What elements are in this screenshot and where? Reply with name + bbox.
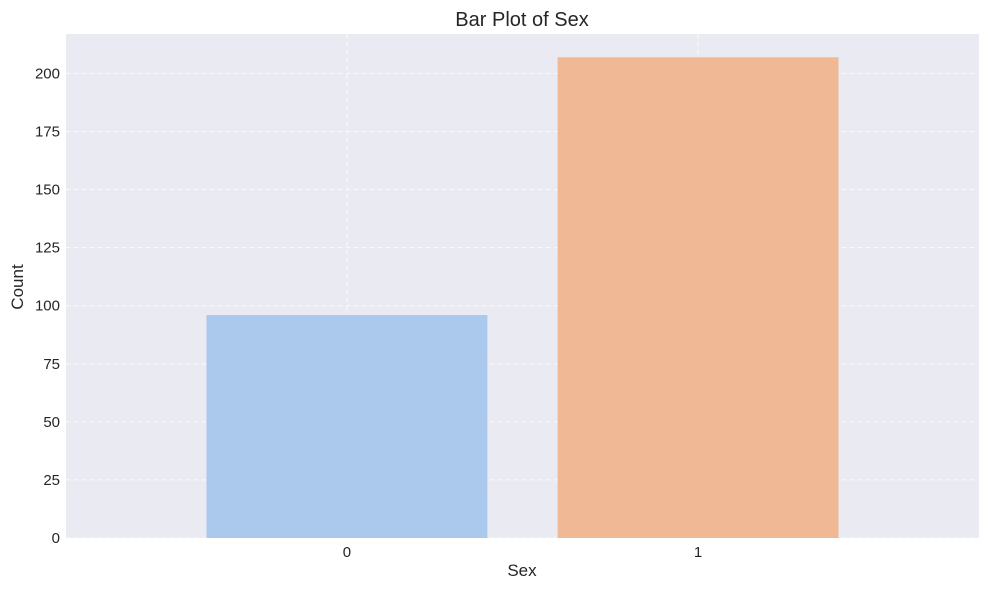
plot-area bbox=[66, 34, 979, 538]
x-tick-label: 0 bbox=[343, 544, 351, 561]
chart-title: Bar Plot of Sex bbox=[455, 9, 588, 31]
x-axis-label: Sex bbox=[507, 561, 537, 580]
y-axis-label: Count bbox=[8, 264, 27, 310]
y-tick-label: 125 bbox=[35, 240, 60, 257]
y-tick-label: 0 bbox=[52, 530, 60, 547]
y-tick-label: 150 bbox=[35, 182, 60, 199]
y-tick-label: 50 bbox=[43, 414, 60, 431]
y-tick-label: 200 bbox=[35, 65, 60, 82]
y-tick-label: 75 bbox=[43, 356, 60, 373]
y-axis-ticks: 0 25 50 75 100 125 150 175 200 bbox=[35, 65, 60, 547]
y-tick-label: 175 bbox=[35, 124, 60, 141]
bar-0 bbox=[206, 315, 488, 538]
bar-1 bbox=[557, 57, 839, 539]
y-tick-label: 100 bbox=[35, 298, 60, 315]
bars bbox=[206, 57, 839, 539]
y-tick-label: 25 bbox=[43, 472, 60, 489]
x-tick-label: 1 bbox=[694, 544, 702, 561]
